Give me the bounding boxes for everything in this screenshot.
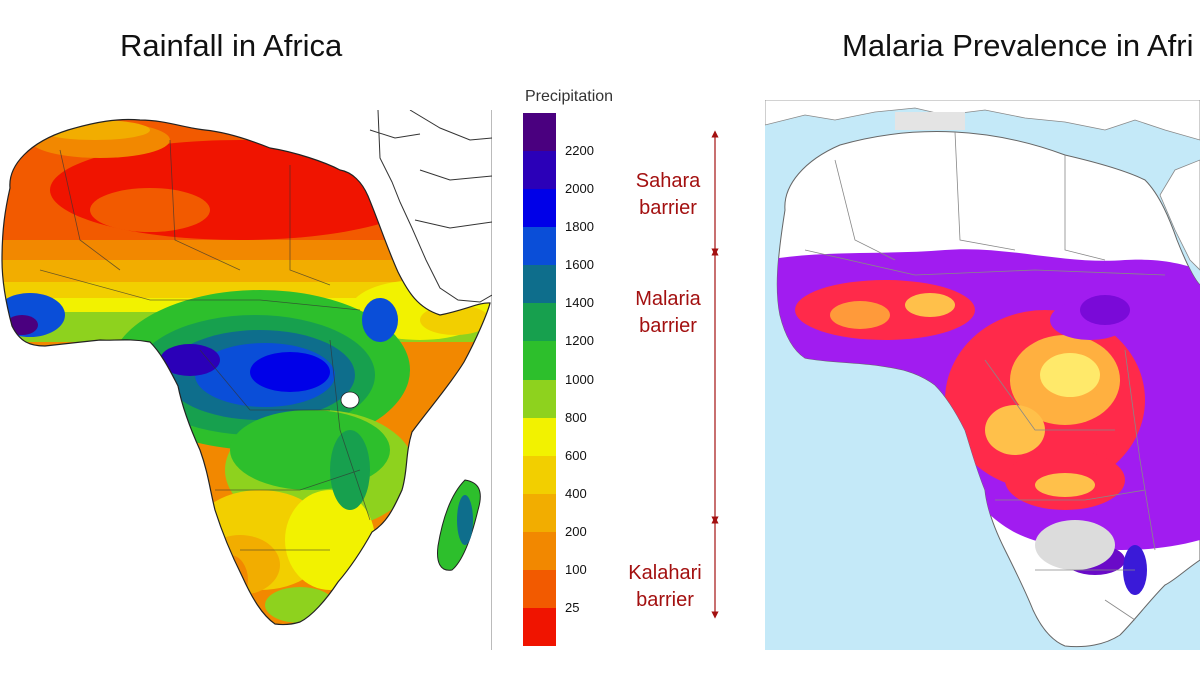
- legend-label: 400: [565, 485, 587, 501]
- legend-label: 1200: [565, 333, 594, 349]
- barrier-label-line1: Malaria: [635, 288, 701, 310]
- rainfall-map-graphic: [1, 109, 493, 650]
- legend-swatch: [523, 341, 556, 380]
- legend-label: 600: [565, 447, 587, 463]
- legend-swatch: [523, 303, 556, 342]
- sahara-barrier-label: Sahara barrier: [628, 168, 708, 222]
- legend-label: 1800: [565, 219, 594, 235]
- rainfall-map: [0, 109, 493, 650]
- legend-swatch: [523, 569, 556, 609]
- legend-swatch: [523, 151, 556, 190]
- legend-title: Precipitation: [525, 88, 614, 105]
- legend-swatch: [523, 227, 556, 266]
- legend-swatch: [523, 265, 556, 304]
- legend-swatch: [523, 455, 556, 495]
- legend-label: 25: [565, 599, 580, 615]
- legend-label: 2000: [565, 181, 594, 197]
- legend-swatch: [523, 417, 556, 457]
- malaria-barrier-label: Malaria barrier: [628, 286, 708, 340]
- legend-label: 1600: [565, 257, 594, 273]
- legend-swatch: [523, 113, 556, 152]
- legend-color-bar: [523, 113, 556, 647]
- malaria-map-graphic: [765, 100, 1200, 650]
- legend-label: 1400: [565, 295, 594, 311]
- legend-swatch: [523, 531, 556, 571]
- kalahari-barrier-label: Kalahari barrier: [620, 560, 710, 614]
- malaria-prevalence-map: [765, 100, 1200, 650]
- precipitation-legend: Precipitation 2200 2000 1800 1600 1400 1200 10…: [505, 84, 645, 654]
- legend-swatch: [523, 189, 556, 228]
- legend-swatch: [523, 379, 556, 419]
- barrier-label-line2: barrier: [636, 589, 694, 611]
- barrier-label-line2: barrier: [639, 315, 697, 337]
- rainfall-map-title: Rainfall in Africa: [120, 28, 343, 63]
- legend-label: 200: [565, 523, 587, 539]
- legend-label: 2200: [565, 143, 594, 159]
- legend-label: 1000: [565, 371, 594, 387]
- legend-label: 800: [565, 409, 587, 425]
- malaria-map-title: Malaria Prevalence in Afri: [842, 28, 1194, 63]
- barrier-label-line2: barrier: [639, 197, 697, 219]
- legend-swatch: [523, 493, 556, 533]
- barrier-label-line1: Kalahari: [628, 562, 702, 584]
- barrier-label-line1: Sahara: [635, 170, 701, 192]
- legend-label: 100: [565, 561, 587, 577]
- legend-swatch: [523, 607, 556, 647]
